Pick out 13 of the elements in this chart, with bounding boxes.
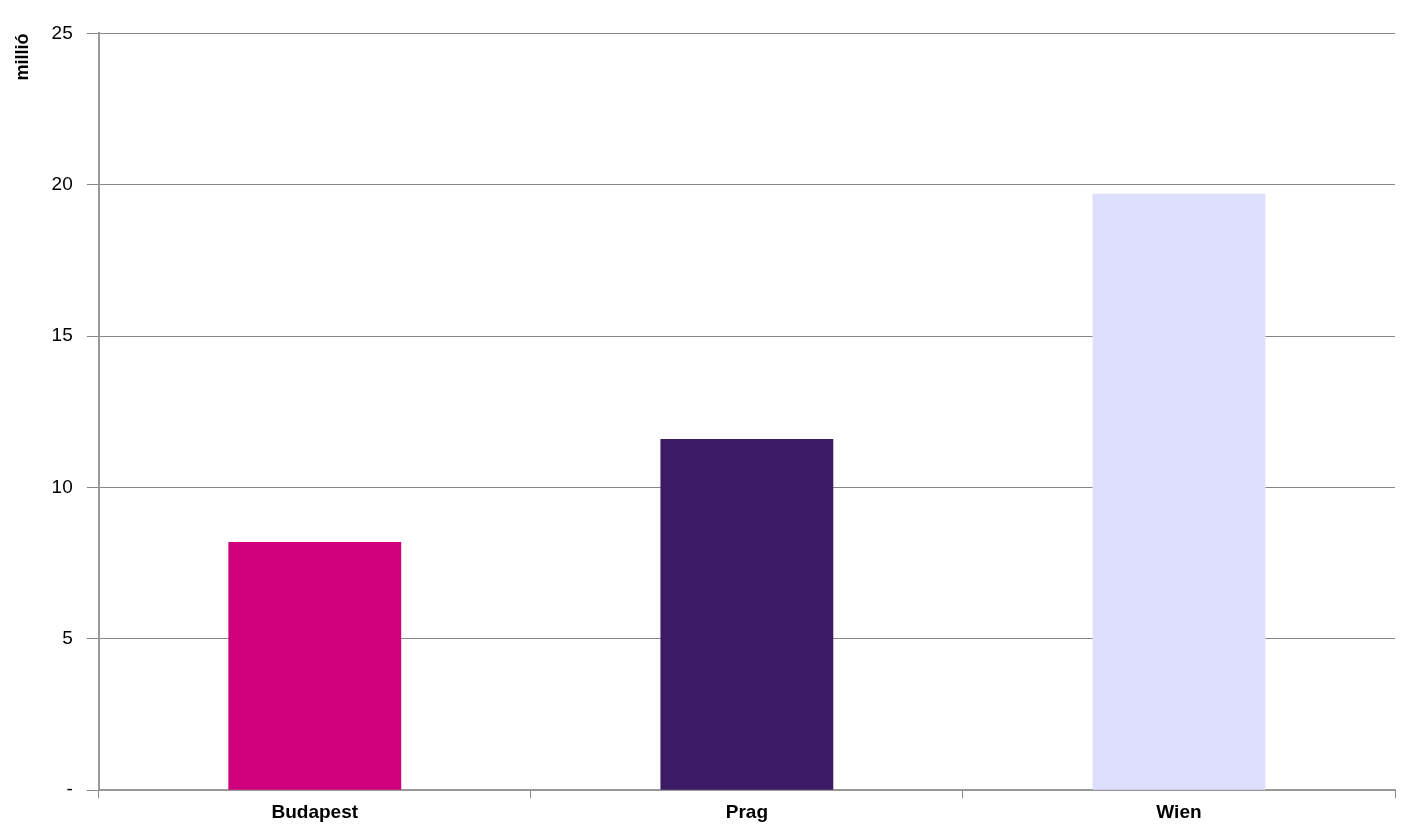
y-tick-label: 5 — [62, 627, 73, 649]
bar — [228, 541, 402, 790]
y-tick-label: 10 — [51, 475, 73, 497]
y-tick-label: 15 — [51, 324, 73, 346]
x-tick-label: Wien — [1156, 800, 1202, 822]
bar — [660, 439, 834, 790]
y-tick-label: 25 — [51, 21, 73, 43]
x-tick-label: Budapest — [271, 800, 359, 822]
y-tick-label: 20 — [51, 172, 73, 194]
y-axis-title: millió — [11, 33, 32, 81]
y-tick-label: - — [66, 778, 73, 800]
bar — [1092, 193, 1266, 790]
x-tick-label: Prag — [725, 800, 768, 822]
